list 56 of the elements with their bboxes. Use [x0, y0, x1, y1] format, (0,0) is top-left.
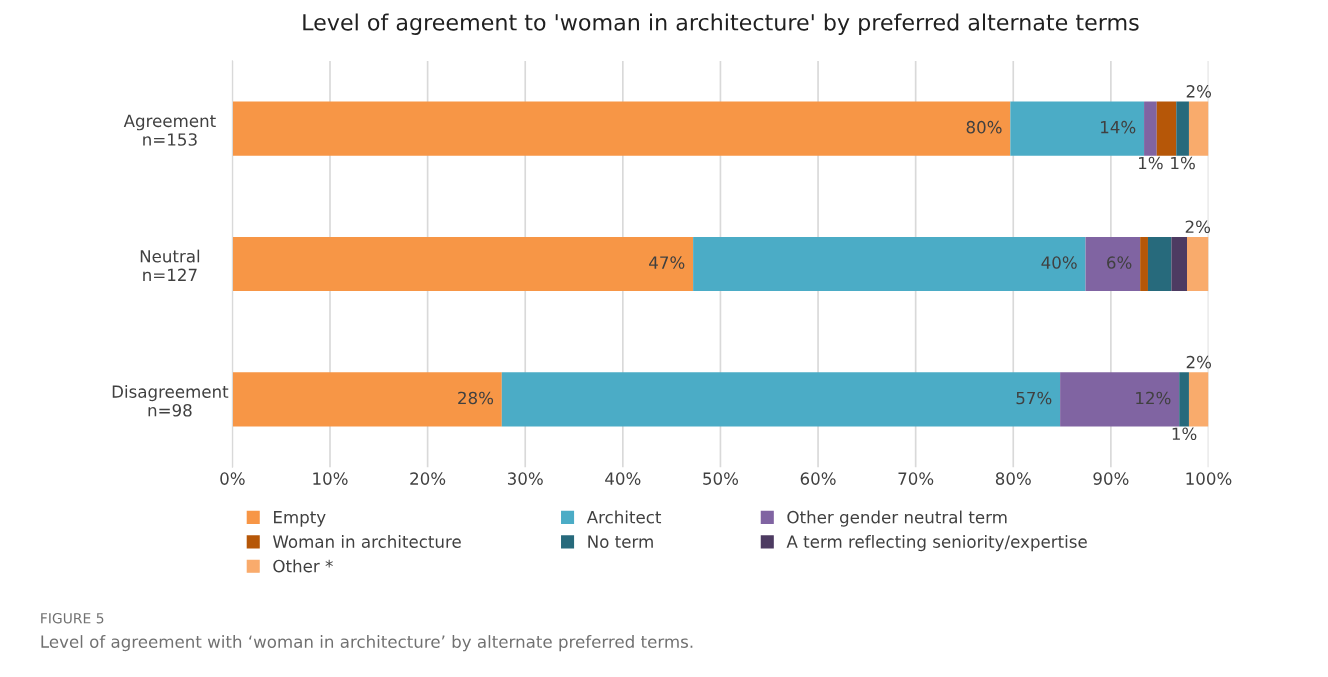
- data-label: 1%: [1172, 427, 1197, 441]
- bar: [232, 372, 502, 427]
- x-tick-label: 70%: [898, 472, 934, 485]
- bar: [1179, 372, 1189, 427]
- bar: [1188, 372, 1209, 427]
- x-tick-label: 10%: [313, 472, 348, 485]
- legend-label: Empty: [274, 511, 326, 527]
- x-tick-label: 40%: [605, 472, 641, 485]
- bar: [501, 372, 1061, 427]
- x-tick-label: 0%: [220, 472, 245, 485]
- data-label: 80%: [966, 120, 1002, 134]
- bar: [1010, 101, 1145, 156]
- bar: [1140, 236, 1148, 292]
- data-label: 12%: [1136, 391, 1171, 405]
- y-tick-label: Neutral n=127: [140, 249, 200, 281]
- legend-label: A term reflecting seniority/expertise: [786, 535, 1087, 552]
- bar: [1085, 236, 1141, 292]
- bar: [232, 101, 1011, 156]
- data-label: 14%: [1101, 120, 1136, 134]
- legend-label: Other gender neutral term: [787, 510, 1007, 527]
- caption: FIGURE 5: [41, 612, 104, 624]
- bar: [1147, 236, 1172, 292]
- data-label: 2%: [1186, 85, 1212, 98]
- x-tick-label: 80%: [995, 472, 1031, 485]
- x-tick-label: 100%: [1186, 472, 1232, 485]
- chart-title: Level of agreement to 'woman in architecture' by preferred alternate terms: [303, 13, 1139, 35]
- data-label: 2%: [1185, 220, 1211, 234]
- data-label: 57%: [1016, 391, 1052, 405]
- bar: [1176, 101, 1189, 156]
- data-label: 1%: [1139, 156, 1163, 170]
- data-label: 40%: [1041, 256, 1077, 269]
- x-tick-label: 90%: [1093, 472, 1129, 485]
- data-label: 28%: [458, 391, 494, 405]
- bar: [1187, 236, 1209, 292]
- y-tick-label: Agreement n=153: [123, 114, 216, 146]
- bar: [693, 236, 1086, 292]
- bar: [1060, 372, 1180, 427]
- y-tick-label: Disagreement n=98: [112, 385, 229, 417]
- data-label: 47%: [649, 256, 685, 269]
- data-label: 6%: [1107, 256, 1132, 269]
- x-tick-label: 20%: [410, 472, 446, 485]
- bar: [1171, 236, 1188, 292]
- bar: [1156, 101, 1177, 156]
- x-tick-label: 30%: [507, 472, 543, 485]
- bar: [1144, 101, 1157, 156]
- legend-label: Woman in architecture: [272, 535, 461, 548]
- bar: [1188, 101, 1209, 156]
- legend-label: No term: [588, 535, 653, 548]
- x-tick-label: 50%: [703, 472, 739, 485]
- bar: [232, 236, 694, 292]
- legend-label: Other *: [273, 559, 333, 573]
- legend-label: Architect: [586, 510, 662, 524]
- data-label: 1%: [1171, 156, 1195, 170]
- text: Level of agreement with ‘woman in architecture’ by alternate preferred terms.: [41, 635, 693, 652]
- data-label: 2%: [1186, 355, 1212, 369]
- x-tick-label: 60%: [800, 472, 836, 485]
